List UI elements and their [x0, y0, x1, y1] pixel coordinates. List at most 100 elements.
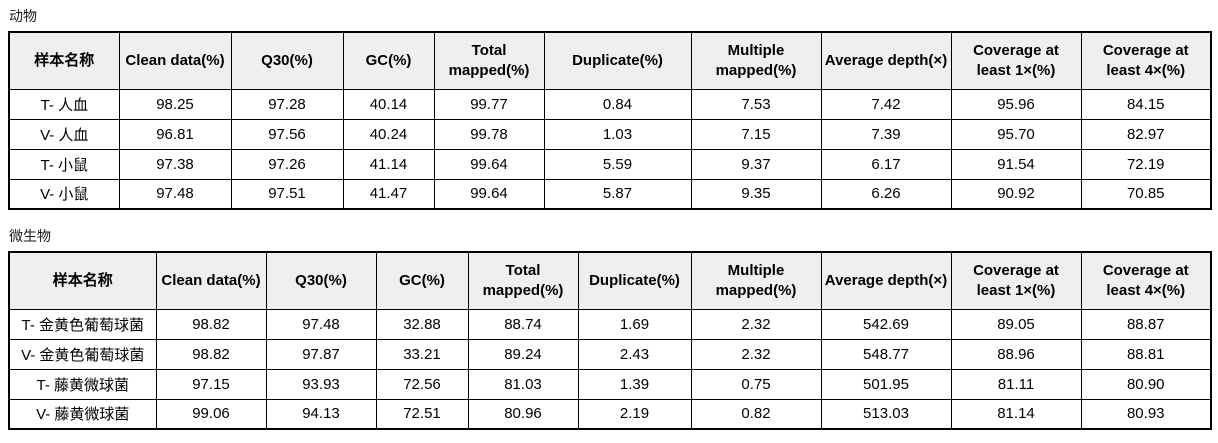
- value-cell: 95.96: [950, 88, 1082, 120]
- value-cell: 40.14: [342, 88, 435, 120]
- sample-name-cell: V- 小鼠: [8, 178, 120, 210]
- value-cell: 97.48: [118, 178, 232, 210]
- sample-name-column-header: 样本名称: [8, 251, 157, 310]
- column-header: Average depth(×): [820, 31, 952, 90]
- value-cell: 88.81: [1080, 338, 1212, 370]
- column-header: Multiple mapped(%): [690, 31, 822, 90]
- column-header: Multiple mapped(%): [690, 251, 822, 310]
- value-cell: 542.69: [820, 308, 952, 340]
- value-cell: 6.17: [820, 148, 952, 180]
- value-cell: 72.19: [1080, 148, 1212, 180]
- value-cell: 9.37: [690, 148, 822, 180]
- value-cell: 41.14: [342, 148, 435, 180]
- column-header: Coverage at least 4×(%): [1080, 251, 1212, 310]
- value-cell: 99.78: [433, 118, 545, 150]
- value-cell: 99.64: [433, 148, 545, 180]
- value-cell: 513.03: [820, 398, 952, 430]
- value-cell: 32.88: [375, 308, 469, 340]
- value-cell: 41.47: [342, 178, 435, 210]
- value-cell: 7.39: [820, 118, 952, 150]
- microbe-qc-table: 样本名称 Clean data(%) Q30(%) GC(%) Total mapped…: [8, 251, 1212, 430]
- column-header: Coverage at least 1×(%): [950, 251, 1082, 310]
- value-cell: 80.90: [1080, 368, 1212, 400]
- value-cell: 2.32: [690, 338, 822, 370]
- table-row: T- 小鼠 97.38 97.26 41.14 99.64 5.59 9.37 6.17 91.…: [8, 148, 1212, 180]
- value-cell: 0.84: [543, 88, 692, 120]
- sample-name-cell: V- 金黄色葡萄球菌: [8, 338, 157, 370]
- value-cell: 98.82: [155, 308, 267, 340]
- column-header: Average depth(×): [820, 251, 952, 310]
- value-cell: 40.24: [342, 118, 435, 150]
- value-cell: 0.82: [690, 398, 822, 430]
- value-cell: 94.13: [265, 398, 377, 430]
- value-cell: 97.26: [230, 148, 344, 180]
- column-header: Q30(%): [265, 251, 377, 310]
- column-header: GC(%): [375, 251, 469, 310]
- value-cell: 81.03: [467, 368, 579, 400]
- column-header: Total mapped(%): [433, 31, 545, 90]
- value-cell: 1.69: [577, 308, 692, 340]
- sample-name-cell: T- 人血: [8, 88, 120, 120]
- value-cell: 7.15: [690, 118, 822, 150]
- value-cell: 81.11: [950, 368, 1082, 400]
- value-cell: 98.25: [118, 88, 232, 120]
- table-row: T- 人血 98.25 97.28 40.14 99.77 0.84 7.53 7.42 95.…: [8, 88, 1212, 120]
- column-header: Total mapped(%): [467, 251, 579, 310]
- value-cell: 1.03: [543, 118, 692, 150]
- value-cell: 88.87: [1080, 308, 1212, 340]
- value-cell: 88.74: [467, 308, 579, 340]
- sample-name-column-header: 样本名称: [8, 31, 120, 90]
- value-cell: 0.75: [690, 368, 822, 400]
- value-cell: 72.51: [375, 398, 469, 430]
- column-header: Clean data(%): [118, 31, 232, 90]
- value-cell: 90.92: [950, 178, 1082, 210]
- value-cell: 97.28: [230, 88, 344, 120]
- value-cell: 33.21: [375, 338, 469, 370]
- animal-qc-table: 样本名称 Clean data(%) Q30(%) GC(%) Total mapped…: [8, 31, 1212, 210]
- value-cell: 89.05: [950, 308, 1082, 340]
- value-cell: 97.38: [118, 148, 232, 180]
- animal-section-title: 动物: [9, 8, 37, 24]
- column-header: Clean data(%): [155, 251, 267, 310]
- value-cell: 97.87: [265, 338, 377, 370]
- column-header: Q30(%): [230, 31, 344, 90]
- value-cell: 84.15: [1080, 88, 1212, 120]
- header-row: 样本名称 Clean data(%) Q30(%) GC(%) Total mapped…: [8, 251, 1212, 310]
- sample-name-cell: T- 小鼠: [8, 148, 120, 180]
- value-cell: 97.48: [265, 308, 377, 340]
- value-cell: 2.19: [577, 398, 692, 430]
- sample-name-cell: V- 藤黄微球菌: [8, 398, 157, 430]
- value-cell: 7.53: [690, 88, 822, 120]
- column-header: Duplicate(%): [543, 31, 692, 90]
- value-cell: 97.56: [230, 118, 344, 150]
- table-row: V- 藤黄微球菌 99.06 94.13 72.51 80.96 2.19 0.82 513.…: [8, 398, 1212, 430]
- value-cell: 80.93: [1080, 398, 1212, 430]
- value-cell: 93.93: [265, 368, 377, 400]
- table-row: V- 金黄色葡萄球菌 98.82 97.87 33.21 89.24 2.43 2.32 54…: [8, 338, 1212, 370]
- value-cell: 548.77: [820, 338, 952, 370]
- value-cell: 89.24: [467, 338, 579, 370]
- value-cell: 6.26: [820, 178, 952, 210]
- value-cell: 5.87: [543, 178, 692, 210]
- value-cell: 99.06: [155, 398, 267, 430]
- column-header: Coverage at least 1×(%): [950, 31, 1082, 90]
- table-row: T- 金黄色葡萄球菌 98.82 97.48 32.88 88.74 1.69 2.32 54…: [8, 308, 1212, 340]
- value-cell: 99.77: [433, 88, 545, 120]
- animal-section: 动物 样本名称 Clean data(%) Q30(%) GC(%) Total map…: [8, 8, 1212, 210]
- value-cell: 95.70: [950, 118, 1082, 150]
- column-header: Duplicate(%): [577, 251, 692, 310]
- table-row: V- 小鼠 97.48 97.51 41.47 99.64 5.87 9.35 6.26 90.…: [8, 178, 1212, 210]
- value-cell: 9.35: [690, 178, 822, 210]
- value-cell: 96.81: [118, 118, 232, 150]
- sample-name-cell: T- 藤黄微球菌: [8, 368, 157, 400]
- value-cell: 98.82: [155, 338, 267, 370]
- microbe-section: 微生物 样本名称 Clean data(%) Q30(%) GC(%) Total ma…: [8, 228, 1212, 430]
- value-cell: 91.54: [950, 148, 1082, 180]
- value-cell: 82.97: [1080, 118, 1212, 150]
- column-header: Coverage at least 4×(%): [1080, 31, 1212, 90]
- sample-name-cell: T- 金黄色葡萄球菌: [8, 308, 157, 340]
- value-cell: 72.56: [375, 368, 469, 400]
- value-cell: 5.59: [543, 148, 692, 180]
- value-cell: 97.15: [155, 368, 267, 400]
